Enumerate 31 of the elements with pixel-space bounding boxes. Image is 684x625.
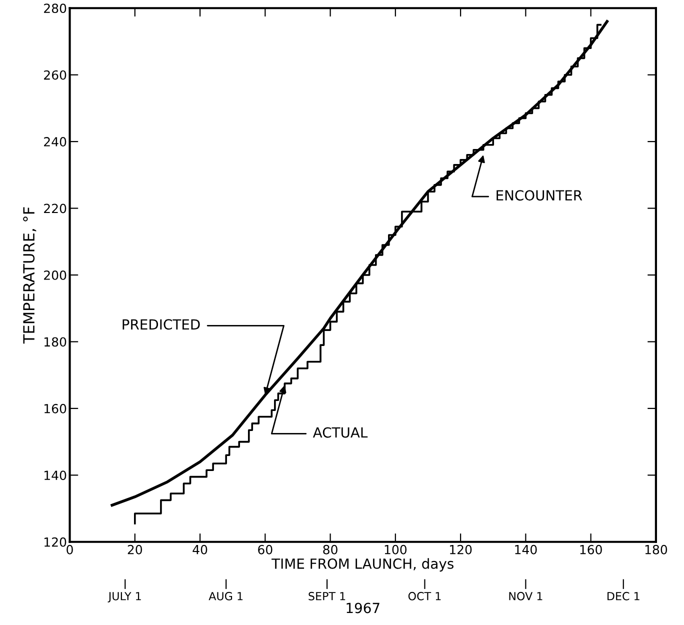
y-tick-label: 160 <box>44 404 66 414</box>
y-tick-label: 240 <box>44 137 66 146</box>
x-tick-label: 180 <box>645 544 668 554</box>
x2-tick-label: SEPT 1 <box>308 592 346 600</box>
x-tick-label: 120 <box>450 544 472 554</box>
x-tick-label: 100 <box>384 544 407 554</box>
x-tick-label: 140 <box>515 544 537 554</box>
y-tick-label: 280 <box>44 4 66 14</box>
y-tick-label: 120 <box>44 537 66 547</box>
y-tick-label: 220 <box>44 204 66 214</box>
y-tick-label: 200 <box>44 270 66 280</box>
y-tick-label: 140 <box>44 470 66 480</box>
x2-tick-label: AUG 1 <box>208 592 243 600</box>
x-tick-label: 80 <box>323 544 338 554</box>
x2-tick-label: NOV 1 <box>509 592 542 600</box>
y-tick-label: 180 <box>44 337 66 347</box>
x2-axis-title: 1967 <box>346 602 380 614</box>
x-tick-label: 20 <box>128 544 142 554</box>
annotation: ENCOUNTER <box>496 190 582 201</box>
x2-tick-label: DEC 1 <box>608 592 640 600</box>
x-tick-label: 60 <box>258 544 272 554</box>
x2-tick-label: JULY 1 <box>108 592 141 602</box>
x2-tick-label: OCT 1 <box>408 592 441 600</box>
annotation: ACTUAL <box>312 427 368 438</box>
x-axis-title: TIME FROM LAUNCH, days <box>272 558 454 572</box>
y-tick-label: 260 <box>44 70 66 80</box>
x-tick-label: 160 <box>580 544 602 554</box>
y-axis-title: TEMPERATURE, °F <box>23 207 36 344</box>
annotation: PREDICTED <box>122 319 200 330</box>
x-tick-label: 40 <box>192 544 208 554</box>
x-tick-label: 0 <box>66 544 73 554</box>
